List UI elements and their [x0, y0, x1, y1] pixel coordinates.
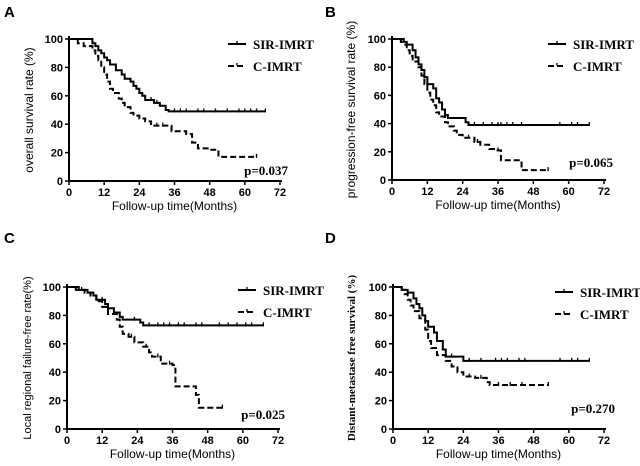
y-tick-label: 80 — [51, 62, 63, 74]
y-axis-label: overall survival rate (%) — [22, 47, 36, 172]
legend-label: SIR-IMRT — [573, 37, 634, 52]
legend-label: SIR-IMRT — [263, 283, 324, 298]
x-axis-label: Follow-up time(Months) — [435, 198, 560, 212]
x-tick-label: 72 — [598, 186, 610, 198]
p-value: p=0.025 — [241, 407, 285, 422]
y-tick-label: 100 — [45, 34, 63, 46]
panel-letter: C — [4, 230, 15, 247]
y-tick-label: 40 — [374, 119, 386, 131]
x-tick-label: 72 — [272, 435, 284, 447]
y-tick-label: 0 — [380, 175, 386, 187]
legend-label: C-IMRT — [580, 307, 629, 322]
y-tick-label: 20 — [375, 396, 387, 408]
panel-letter: A — [4, 4, 15, 21]
survival-curve-c-imrt — [67, 286, 223, 409]
y-tick-label: 100 — [43, 282, 61, 294]
panel-D: D 0 12 24 36 48 60 72 0 20 40 60 80 100 Follow-up time… — [325, 230, 640, 461]
survival-curve-c-imrt — [392, 38, 549, 172]
y-tick-label: 0 — [55, 424, 61, 436]
panel-letter: D — [325, 230, 336, 247]
x-tick-label: 36 — [492, 435, 504, 447]
x-tick-label: 24 — [131, 435, 144, 447]
y-tick-label: 20 — [51, 148, 63, 160]
y-axis-label: Local regional failure-free rate(%) — [22, 276, 34, 439]
x-tick-label: 60 — [563, 435, 575, 447]
x-tick-label: 36 — [168, 187, 180, 199]
x-tick-label: 12 — [96, 435, 108, 447]
survival-curve-sir-imrt — [69, 38, 266, 113]
x-tick-label: 0 — [389, 186, 395, 198]
x-tick-label: 72 — [598, 435, 610, 447]
x-tick-label: 48 — [528, 435, 540, 447]
x-tick-label: 0 — [64, 435, 70, 447]
x-axis-label: Follow-up time(Months) — [110, 447, 235, 461]
y-tick-label: 60 — [375, 339, 387, 351]
x-tick-label: 24 — [457, 435, 470, 447]
x-tick-label: 24 — [457, 186, 470, 198]
legend-label: SIR-IMRT — [253, 37, 314, 52]
x-tick-label: 48 — [202, 435, 214, 447]
x-tick-label: 60 — [563, 186, 575, 198]
y-tick-label: 0 — [57, 176, 63, 188]
x-axis-label: Follow-up time(Months) — [112, 199, 237, 213]
survival-curve-sir-imrt — [393, 286, 590, 362]
y-tick-label: 60 — [374, 90, 386, 102]
x-tick-label: 36 — [492, 186, 504, 198]
x-tick-label: 24 — [133, 187, 146, 199]
y-tick-label: 40 — [51, 119, 63, 131]
panel-B: B 0 12 24 36 48 60 72 0 20 40 60 80 100 Follow-up time… — [325, 4, 634, 212]
survival-curve-sir-imrt — [67, 286, 264, 327]
panel-letter: B — [325, 4, 336, 21]
x-tick-label: 48 — [204, 187, 216, 199]
y-axis-label: Distant-metastase free survival (%) — [346, 275, 358, 442]
y-tick-label: 20 — [374, 147, 386, 159]
panel-C: C 0 12 24 36 48 60 72 0 20 40 60 80 100 Follow-up time… — [4, 230, 324, 461]
x-tick-label: 60 — [239, 187, 251, 199]
y-tick-label: 40 — [375, 367, 387, 379]
y-tick-label: 80 — [375, 310, 387, 322]
y-tick-label: 100 — [368, 34, 386, 46]
x-tick-label: 0 — [390, 435, 396, 447]
x-tick-label: 12 — [98, 187, 110, 199]
legend-label: C-IMRT — [263, 305, 312, 320]
legend-label: C-IMRT — [253, 59, 302, 74]
survival-curve-sir-imrt — [392, 38, 590, 127]
p-value: p=0.037 — [244, 163, 288, 178]
panel-A: A 0 12 24 36 48 60 72 0 20 40 60 80 100 Follow-up time… — [4, 4, 314, 213]
legend-label: SIR-IMRT — [580, 285, 640, 300]
p-value: p=0.270 — [571, 401, 615, 416]
y-tick-label: 60 — [49, 339, 61, 351]
y-tick-label: 60 — [51, 91, 63, 103]
x-tick-label: 12 — [422, 435, 434, 447]
x-tick-label: 36 — [166, 435, 178, 447]
x-tick-label: 60 — [237, 435, 249, 447]
x-tick-label: 48 — [527, 186, 539, 198]
x-tick-label: 0 — [66, 187, 72, 199]
y-axis-label: progression-free survival rate (%) — [344, 21, 358, 198]
survival-curve-c-imrt — [393, 286, 549, 386]
x-tick-label: 12 — [421, 186, 433, 198]
legend-label: C-IMRT — [573, 59, 622, 74]
y-tick-label: 100 — [369, 282, 387, 294]
y-tick-label: 40 — [49, 367, 61, 379]
p-value: p=0.065 — [569, 155, 613, 170]
y-tick-label: 80 — [49, 310, 61, 322]
y-tick-label: 20 — [49, 396, 61, 408]
x-axis-label: Follow-up time(Months) — [436, 447, 561, 461]
x-tick-label: 72 — [274, 187, 286, 199]
y-tick-label: 80 — [374, 62, 386, 74]
survival-curve-c-imrt — [69, 38, 257, 158]
y-tick-label: 0 — [381, 424, 387, 436]
